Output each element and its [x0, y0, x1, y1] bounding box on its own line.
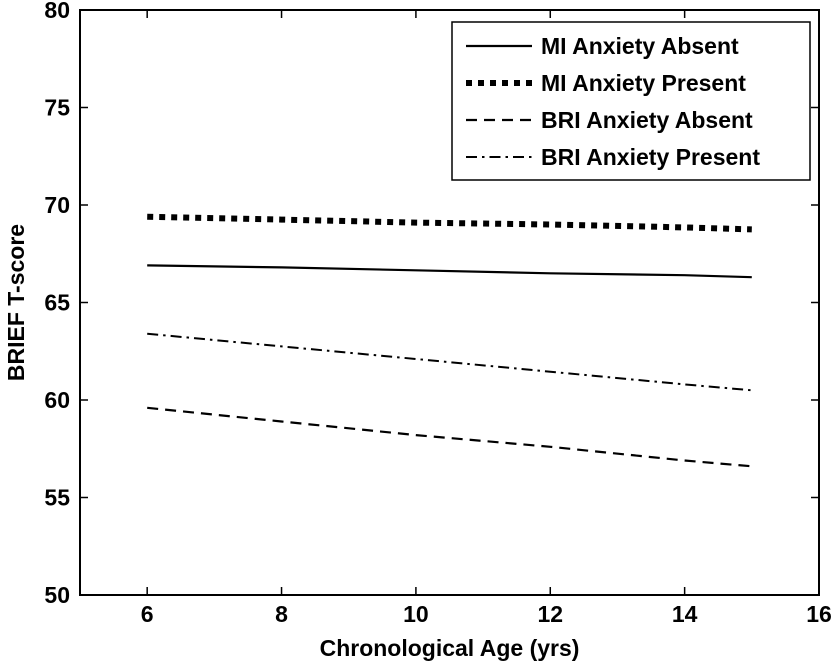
series-line-2 [147, 213, 752, 233]
x-tick-label: 12 [537, 601, 563, 627]
series-lines [147, 213, 752, 468]
y-axis-label: BRIEF T-score [3, 224, 29, 381]
series-line-1 [147, 264, 752, 279]
x-tick-label: 6 [141, 601, 154, 627]
legend-label-2: MI Anxiety Present [541, 70, 746, 96]
y-tick-label: 75 [44, 95, 70, 121]
legend: MI Anxiety Absent MI Anxiety Present BRI A… [451, 21, 811, 181]
y-tick-label: 55 [44, 485, 70, 511]
y-tick-label: 70 [44, 192, 70, 218]
x-axis-label: Chronological Age (yrs) [320, 635, 580, 661]
y-tick-label: 65 [44, 290, 70, 316]
legend-box [451, 21, 811, 181]
y-tick-label: 50 [44, 582, 70, 608]
x-tick-label: 8 [275, 601, 288, 627]
series-line-3 [147, 406, 752, 468]
y-tick-label: 60 [44, 387, 70, 413]
x-axis-ticks: 6 8 10 12 14 16 [141, 10, 832, 627]
x-tick-label: 14 [672, 601, 698, 627]
legend-label-3: BRI Anxiety Absent [541, 107, 753, 133]
legend-label-1: MI Anxiety Absent [541, 33, 739, 59]
series-line-4 [147, 332, 752, 392]
x-tick-label: 16 [806, 601, 832, 627]
x-tick-label: 10 [403, 601, 429, 627]
legend-label-4: BRI Anxiety Present [541, 144, 760, 170]
y-tick-label: 80 [44, 0, 70, 23]
y-axis-ticks: 50 55 60 65 70 75 80 [44, 0, 819, 608]
